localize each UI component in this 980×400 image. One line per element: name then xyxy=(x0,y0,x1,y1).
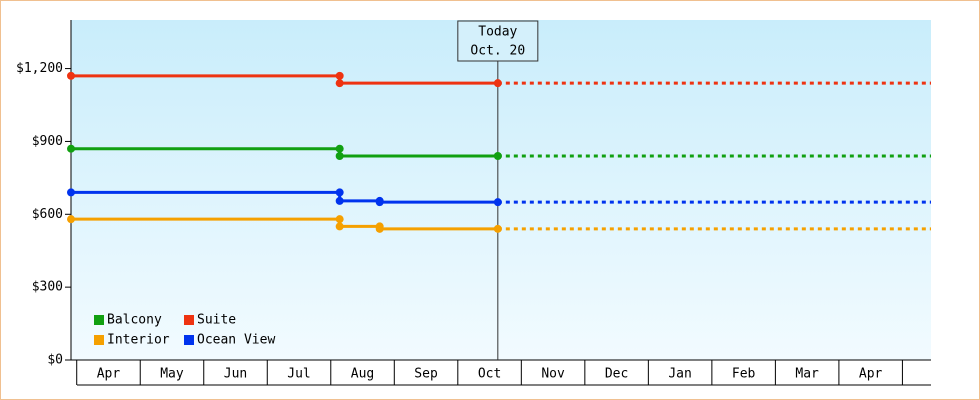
legend-label: Ocean View xyxy=(197,333,275,348)
price-point xyxy=(67,215,75,224)
today-box xyxy=(457,20,539,62)
today-label: Today xyxy=(478,25,517,40)
legend-swatch xyxy=(184,335,194,345)
price-point xyxy=(493,224,502,233)
x-tick-label: May xyxy=(160,367,184,382)
x-tick-label: Oct xyxy=(478,367,501,382)
x-tick-label: Mar xyxy=(795,367,819,382)
x-tick-label: Jun xyxy=(224,367,247,382)
x-tick-label: Jul xyxy=(287,367,310,382)
y-tick-label: $1,200 xyxy=(16,61,63,76)
y-tick-label: $300 xyxy=(32,280,63,295)
plot-area xyxy=(71,20,931,360)
price-point xyxy=(335,144,344,153)
price-point xyxy=(335,71,344,80)
price-point xyxy=(335,222,344,231)
price-point xyxy=(67,188,75,197)
price-point xyxy=(493,79,502,88)
price-point xyxy=(67,144,75,153)
price-line xyxy=(71,217,498,231)
price-point xyxy=(67,71,75,80)
x-tick-label: Feb xyxy=(732,367,756,382)
x-tick-label: Sep xyxy=(414,367,438,382)
price-point xyxy=(335,188,344,197)
price-point xyxy=(335,79,344,88)
x-tick-label: Apr xyxy=(859,367,883,382)
price-point xyxy=(493,198,502,207)
legend-swatch xyxy=(94,335,104,345)
x-tick-label: Jan xyxy=(668,367,691,382)
y-tick-label: $900 xyxy=(32,134,63,149)
today-label: Oct. 20 xyxy=(470,44,525,59)
y-tick-label: $600 xyxy=(32,207,63,222)
x-tick-label: Aug xyxy=(351,367,374,382)
legend-label: Interior xyxy=(107,333,170,348)
price-point xyxy=(335,215,344,224)
legend-label: Balcony xyxy=(107,313,162,328)
price-point xyxy=(335,152,344,160)
x-tick-label: Nov xyxy=(541,367,565,382)
legend-swatch xyxy=(94,315,104,325)
y-tick-label: $0 xyxy=(47,353,63,368)
price-line xyxy=(71,190,498,204)
price-point xyxy=(335,196,344,205)
x-tick-label: Apr xyxy=(97,367,121,382)
legend-label: Suite xyxy=(197,313,236,328)
x-tick-label: Dec xyxy=(605,367,628,382)
price-point xyxy=(375,198,384,207)
price-point xyxy=(375,224,384,233)
legend-swatch xyxy=(184,315,194,325)
price-point xyxy=(493,152,502,160)
